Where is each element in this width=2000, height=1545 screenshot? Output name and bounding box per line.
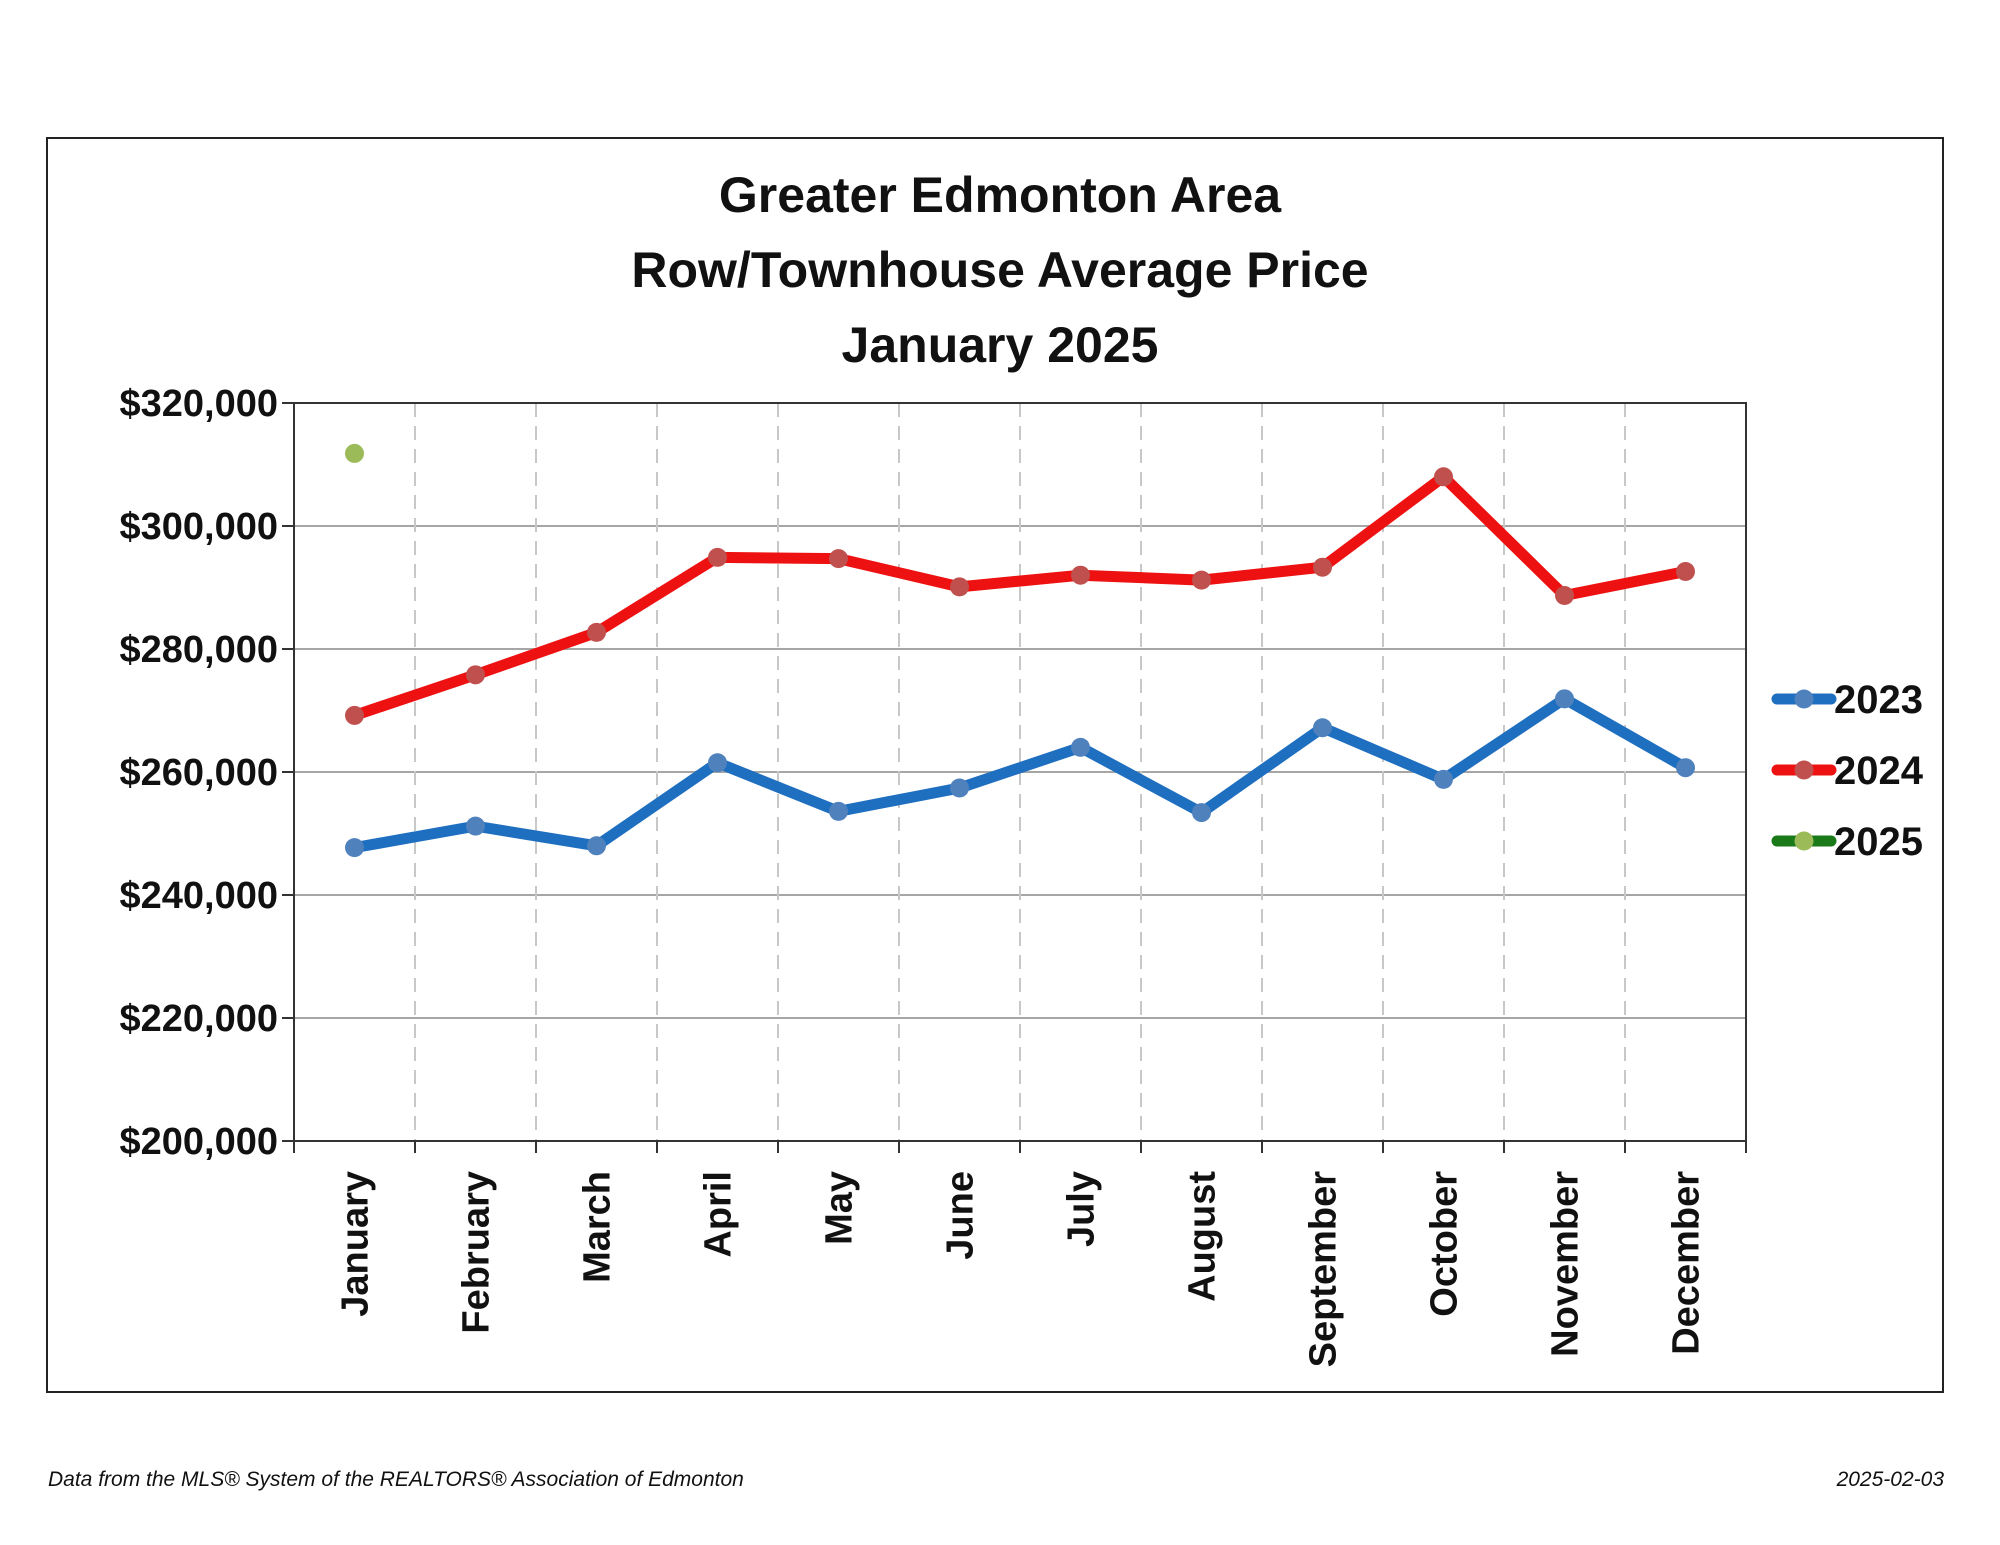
chart-title-line: January 2025: [842, 317, 1159, 373]
data-point-2024: [1676, 562, 1695, 582]
legend-item-2023: 2023: [1771, 678, 1923, 722]
x-tick-label: September: [1303, 1171, 1345, 1368]
data-point-2024: [950, 577, 969, 597]
x-tick-label: February: [456, 1171, 498, 1334]
x-tick-label: October: [1424, 1171, 1466, 1317]
data-point-2024: [587, 622, 606, 642]
data-point-2024: [466, 665, 485, 685]
data-point-2024: [1434, 467, 1453, 487]
data-point-2023: [829, 801, 848, 821]
x-tick-label: June: [940, 1171, 982, 1260]
legend-label: 2023: [1834, 678, 1923, 722]
legend-label: 2025: [1834, 820, 1923, 864]
series-2024: [345, 467, 1695, 725]
data-point-2023: [1192, 803, 1211, 823]
series-2023: [345, 689, 1695, 858]
series-line-2023: [349, 693, 1691, 854]
series-2025: [345, 443, 364, 463]
series-line-2024: [349, 471, 1691, 721]
x-axis: January February March April May June July Augu…: [293, 1141, 1747, 1368]
data-point-2023: [1555, 689, 1574, 709]
data-point-2024: [829, 549, 848, 569]
x-tick-label: December: [1666, 1171, 1708, 1355]
data-point-2023: [1676, 758, 1695, 778]
x-tick-label: November: [1545, 1171, 1587, 1357]
x-tick-label: August: [1182, 1171, 1224, 1302]
data-point-2024: [1071, 565, 1090, 585]
data-point-2023: [1071, 737, 1090, 757]
data-point-2023: [708, 753, 727, 773]
y-tick-label: $300,000: [120, 506, 279, 548]
data-point-2024: [345, 705, 364, 725]
x-tick-label: April: [698, 1171, 740, 1258]
data-point-2024: [708, 547, 727, 567]
chart-title-line: Greater Edmonton Area: [719, 167, 1282, 223]
data-point-2023: [466, 816, 485, 836]
data-point-2023: [950, 778, 969, 798]
y-tick-label: $260,000: [120, 752, 279, 794]
series: [345, 443, 1695, 858]
chart-title-line: Row/Townhouse Average Price: [631, 242, 1368, 298]
y-tick-label: $320,000: [120, 383, 279, 425]
data-point-2024: [1192, 570, 1211, 590]
y-tick-label: $200,000: [120, 1121, 279, 1163]
legend-label: 2024: [1834, 749, 1924, 793]
x-tick-label: January: [335, 1171, 377, 1317]
x-tick-label: March: [577, 1171, 619, 1283]
legend-swatch-marker: [1794, 689, 1814, 709]
chart-frame: [46, 137, 1944, 1393]
data-point-2025: [345, 443, 364, 463]
legend-swatch-marker: [1794, 760, 1814, 780]
data-point-2023: [345, 838, 364, 858]
y-tick-label: $280,000: [120, 629, 279, 671]
source-note: Data from the MLS® System of the REALTOR…: [48, 1468, 744, 1491]
y-axis: $200,000 $220,000 $240,000 $260,000 $280,000…: [120, 383, 294, 1163]
x-tick-label: July: [1061, 1171, 1103, 1247]
legend-swatch-marker: [1794, 831, 1814, 851]
data-point-2024: [1313, 557, 1332, 577]
legend: 2023 2024 2025: [1771, 678, 1924, 864]
y-tick-label: $220,000: [120, 998, 279, 1040]
chart-title: Greater Edmonton Area Row/Townhouse Avera…: [631, 167, 1368, 373]
data-point-2024: [1555, 585, 1574, 605]
data-point-2023: [587, 836, 606, 856]
y-tick-label: $240,000: [120, 875, 279, 917]
legend-item-2025: 2025: [1771, 820, 1923, 864]
x-tick-label: May: [819, 1171, 861, 1245]
data-point-2023: [1313, 718, 1332, 738]
data-point-2023: [1434, 769, 1453, 789]
report-date: 2025-02-03: [1836, 1468, 1944, 1491]
legend-item-2024: 2024: [1771, 749, 1924, 793]
